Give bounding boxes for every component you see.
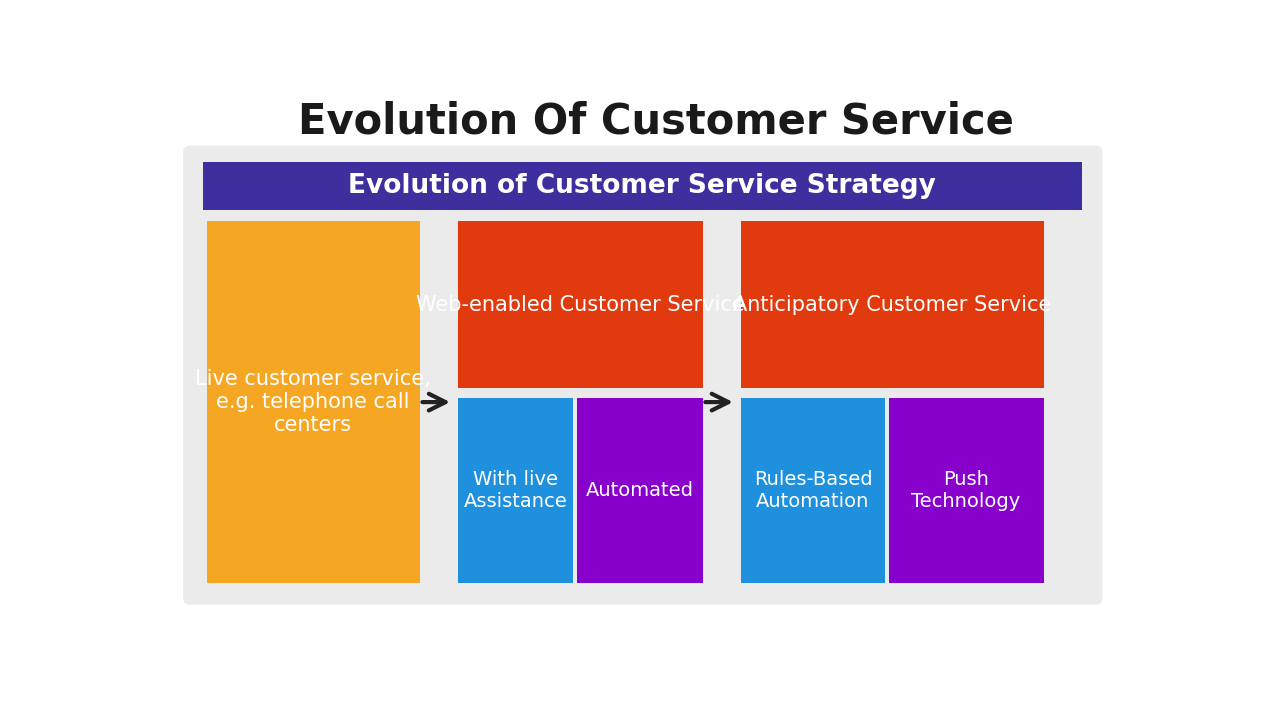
Text: Web-enabled Customer Service: Web-enabled Customer Service xyxy=(416,294,745,315)
Text: Evolution Of Customer Service: Evolution Of Customer Service xyxy=(298,100,1014,142)
Bar xyxy=(888,398,1043,583)
Text: Rules-Based
Automation: Rules-Based Automation xyxy=(754,470,872,511)
Text: With live
Assistance: With live Assistance xyxy=(463,470,567,511)
Text: Live customer service,
e.g. telephone call
centers: Live customer service, e.g. telephone ca… xyxy=(195,369,431,436)
Bar xyxy=(458,221,703,388)
Text: Anticipatory Customer Service: Anticipatory Customer Service xyxy=(733,294,1052,315)
Text: Evolution of Customer Service Strategy: Evolution of Customer Service Strategy xyxy=(348,173,937,199)
Bar xyxy=(458,398,573,583)
Text: Push
Technology: Push Technology xyxy=(911,470,1020,511)
Bar xyxy=(202,162,1083,210)
Text: Automated: Automated xyxy=(586,481,694,500)
Bar xyxy=(741,398,884,583)
FancyBboxPatch shape xyxy=(183,145,1102,605)
Bar xyxy=(577,398,703,583)
Bar xyxy=(741,221,1043,388)
Bar xyxy=(206,221,420,583)
